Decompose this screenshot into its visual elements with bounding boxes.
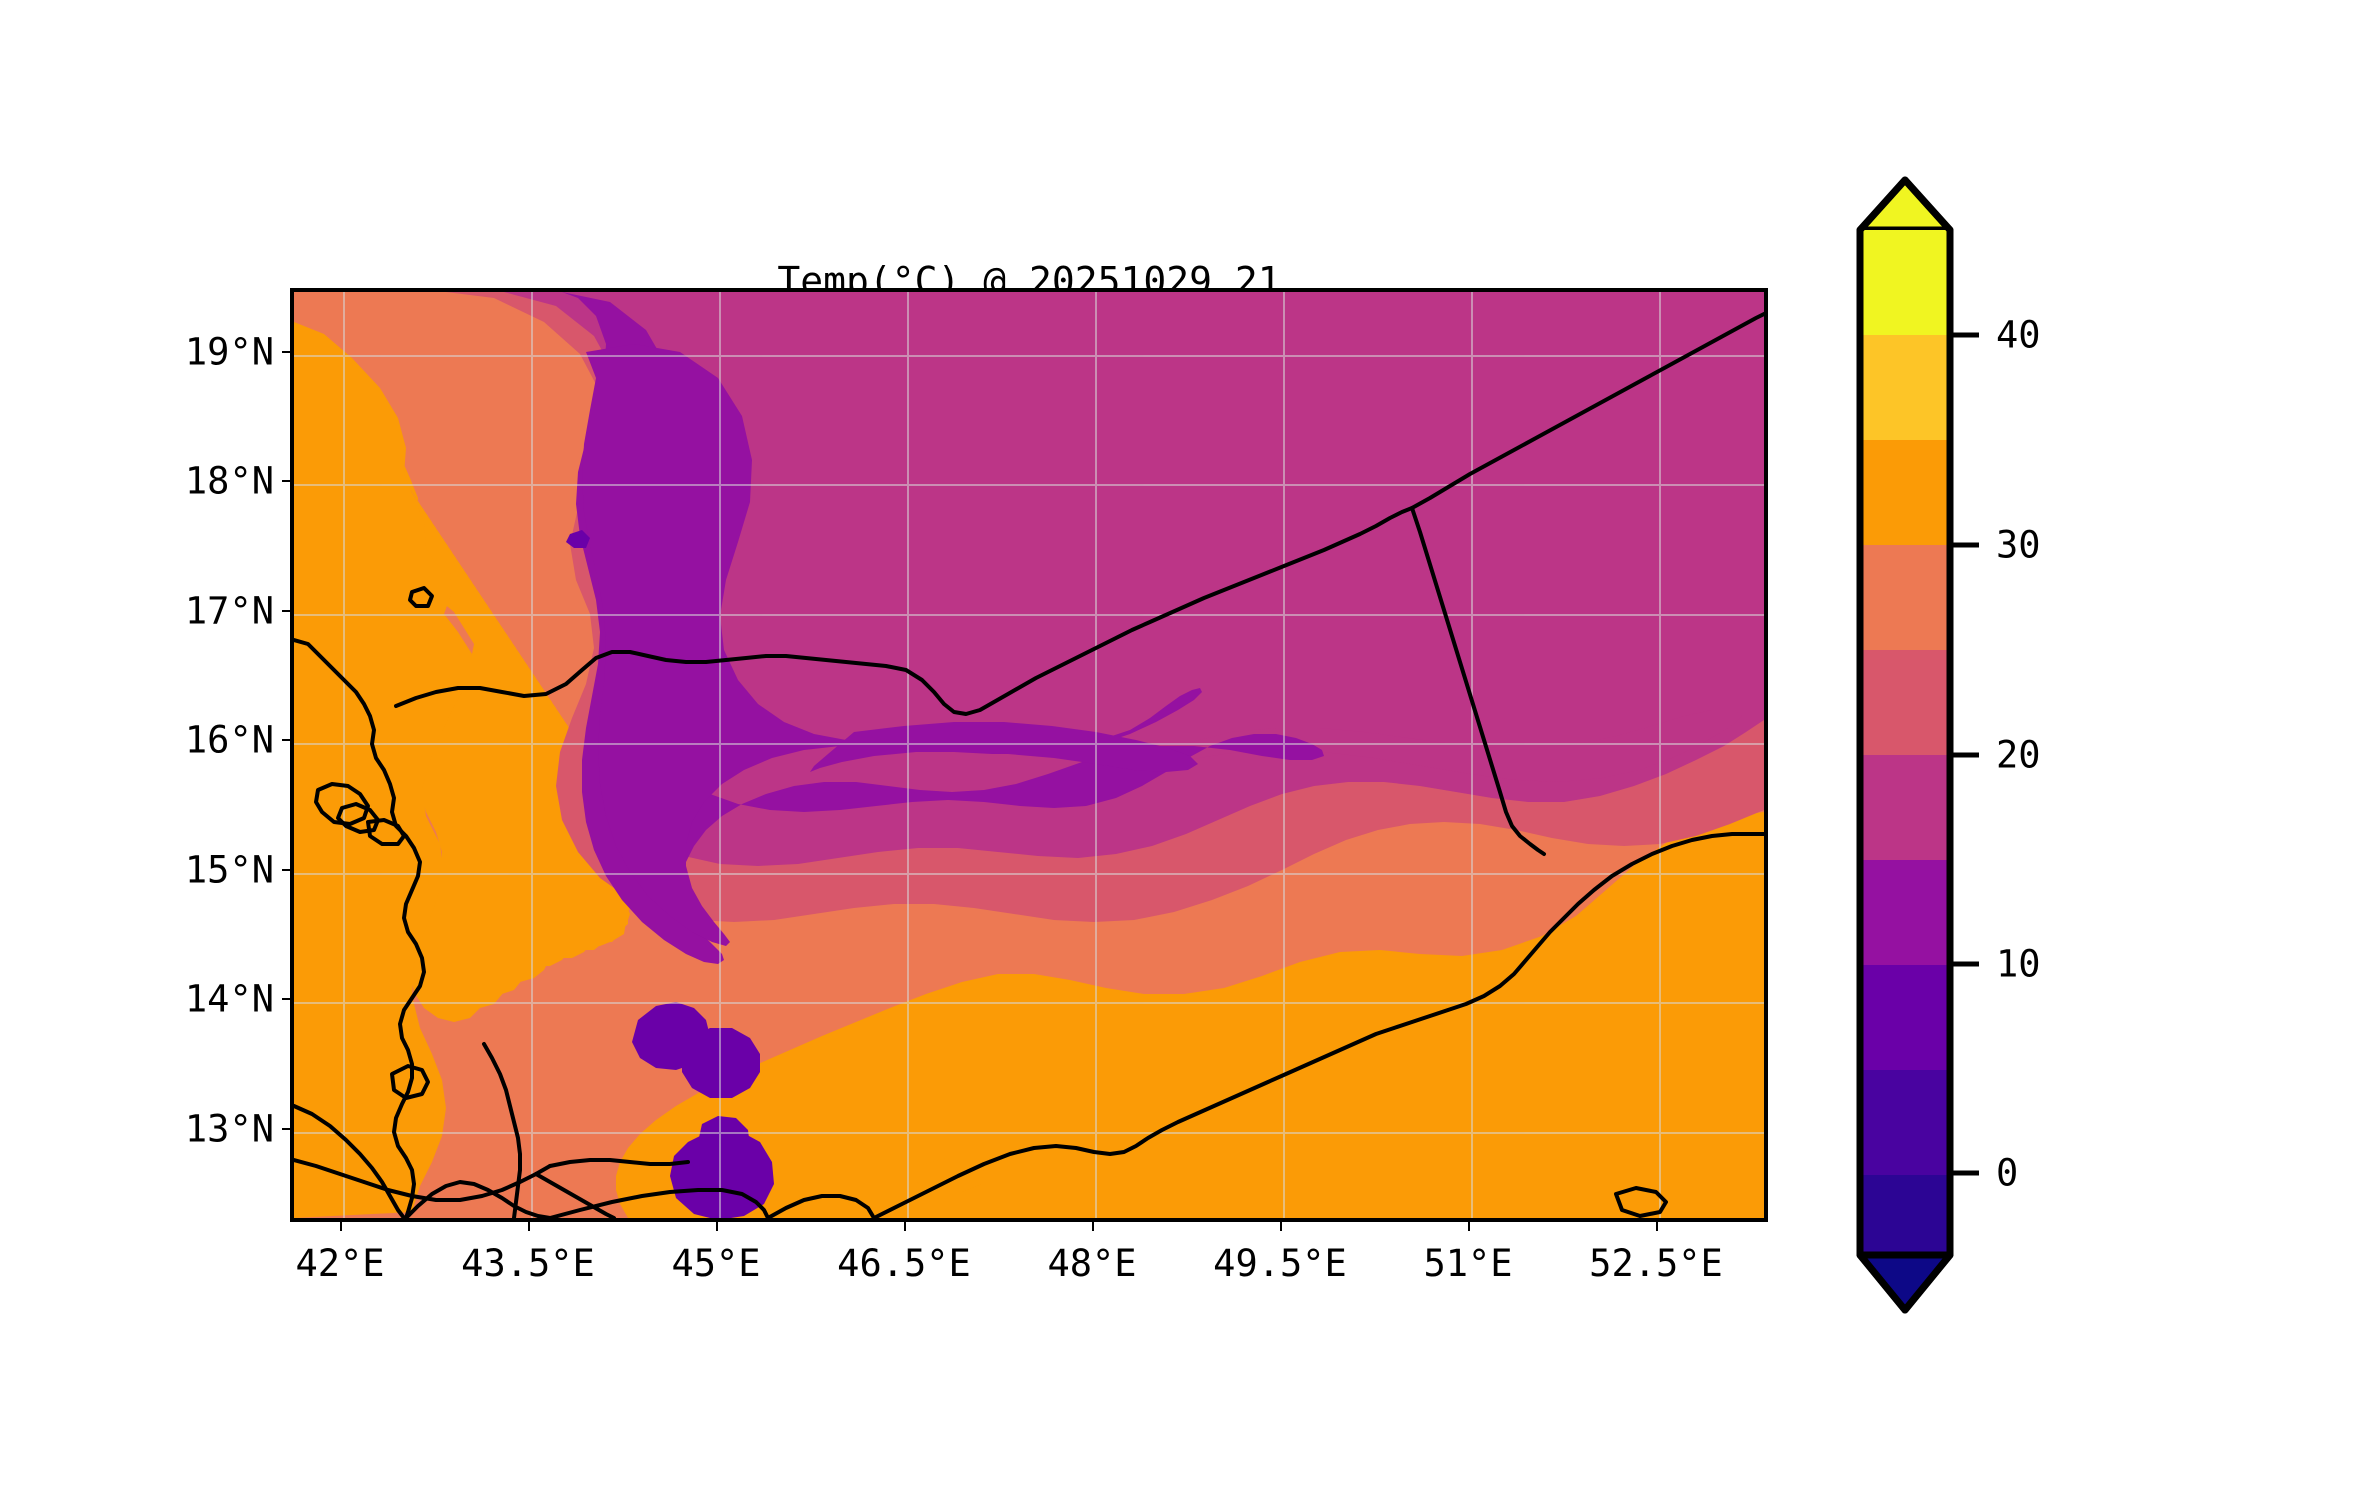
ytick-label-0: 13°N — [184, 1107, 274, 1151]
contour-band-30-35-gulf-of-aden — [616, 812, 1764, 1218]
coastline-island-small-3 — [408, 586, 434, 608]
coastline-bab-el-mandeb — [404, 1180, 552, 1218]
coastline-south-east — [872, 832, 1764, 1218]
ytick-label-2: 15°N — [184, 848, 274, 892]
xtick-label-0: 42°E — [295, 1242, 385, 1285]
xtick-label-2: 45°E — [671, 1242, 761, 1285]
contour-band-15-20-east-lobe — [1162, 710, 1742, 782]
ytick-mark-3 — [282, 739, 291, 741]
map-gridlines — [294, 292, 1764, 1218]
colorbar-band-5-10 — [1860, 965, 1950, 1070]
contour-band-15-20-plateau — [504, 292, 1764, 866]
xtick-mark-6 — [1468, 1222, 1470, 1231]
border-oman-south — [1410, 506, 1546, 856]
coastline-horn-east — [548, 1158, 690, 1168]
coastline-island-kamaran — [390, 1064, 430, 1100]
border-yemen-saudi-north — [394, 506, 1414, 716]
ytick-label-6: 19°N — [184, 330, 274, 374]
colorbar-band-15-20 — [1860, 755, 1950, 860]
border-djibouti-somalia — [482, 1042, 522, 1218]
ytick-mark-5 — [282, 480, 291, 482]
ytick-label-3: 16°N — [184, 718, 274, 762]
colorbar-band-minus5-0 — [1860, 1175, 1950, 1255]
ytick-label-5: 18°N — [184, 459, 274, 503]
colorbar-tick-label-30: 30 — [1996, 523, 2041, 567]
colorbar-band-10-15 — [1860, 860, 1950, 965]
xtick-label-3: 46.5°E — [837, 1242, 971, 1285]
colorbar-band-40-45 — [1860, 230, 1950, 335]
colorbar-band-30-35 — [1860, 440, 1950, 545]
colorbar-band-0-5 — [1860, 1070, 1950, 1175]
contour-band-5-10-speck — [566, 530, 590, 548]
coastline-islands-farasan — [314, 782, 370, 826]
ytick-label-4: 17°N — [184, 589, 274, 633]
coastline-island-socotra — [1614, 1186, 1668, 1218]
contour-band-30-35-south-sliver — [916, 1158, 984, 1192]
coastline-aden-peninsula — [766, 1194, 876, 1218]
colorbar-outline — [1856, 176, 1954, 1314]
colorbar-band-25-30 — [1860, 545, 1950, 650]
xtick-mark-4 — [1092, 1222, 1094, 1231]
colorbar-tick-label-40: 40 — [1996, 313, 2041, 357]
xtick-label-1: 43.5°E — [461, 1242, 595, 1285]
xtick-mark-5 — [1280, 1222, 1282, 1231]
xtick-mark-7 — [1656, 1222, 1658, 1231]
border-yemen-oman — [1410, 312, 1764, 510]
xtick-mark-1 — [528, 1222, 530, 1231]
xtick-label-4: 48°E — [1047, 1242, 1137, 1285]
colorbar-band-20-25 — [1860, 650, 1950, 755]
ytick-mark-0 — [282, 1128, 291, 1130]
colorbar-bands — [1856, 176, 1954, 1314]
coastline-red-sea — [294, 638, 426, 1218]
colorbar-tick-label-20: 20 — [1996, 733, 2041, 777]
colorbar[interactable]: 40 30 20 10 0 — [1848, 170, 2148, 1320]
ytick-mark-6 — [282, 351, 291, 353]
coastline-island-small-1 — [336, 802, 380, 834]
colorbar-tick-label-10: 10 — [1996, 942, 2041, 986]
border-eritrea-ethiopia — [294, 1104, 406, 1218]
colorbar-under-arrow — [1856, 1251, 1954, 1314]
ytick-mark-2 — [282, 869, 291, 871]
xtick-label-7: 52.5°E — [1589, 1242, 1723, 1285]
coastline-layer — [294, 312, 1764, 1218]
border-ethiopia-somalia — [534, 1172, 616, 1218]
contour-band-5-10-core-d — [698, 1116, 750, 1162]
ytick-label-1: 14°N — [184, 977, 274, 1021]
colorbar-over-arrow — [1856, 176, 1954, 234]
coastline-island-small-2 — [366, 818, 406, 846]
xtick-mark-2 — [716, 1222, 718, 1231]
contour-band-10-15-central — [582, 344, 1202, 946]
xtick-label-6: 51°E — [1423, 1242, 1513, 1285]
contour-fill-group — [294, 292, 1764, 1218]
temperature-contour-map — [294, 292, 1764, 1218]
ytick-mark-4 — [282, 610, 291, 612]
colorbar-tick-marks — [1950, 332, 1979, 1176]
xtick-mark-3 — [904, 1222, 906, 1231]
map-plot-area[interactable] — [290, 288, 1768, 1222]
colorbar-tick-label-0: 0 — [1996, 1151, 2019, 1195]
xtick-mark-0 — [340, 1222, 342, 1231]
contour-band-30-35-redsea — [294, 336, 632, 1022]
xtick-label-5: 49.5°E — [1213, 1242, 1347, 1285]
colorbar-band-35-40 — [1860, 335, 1950, 440]
colorbar-svg — [1856, 176, 1979, 1314]
ytick-mark-1 — [282, 998, 291, 1000]
coastline-gulf-of-aden — [548, 1188, 770, 1218]
